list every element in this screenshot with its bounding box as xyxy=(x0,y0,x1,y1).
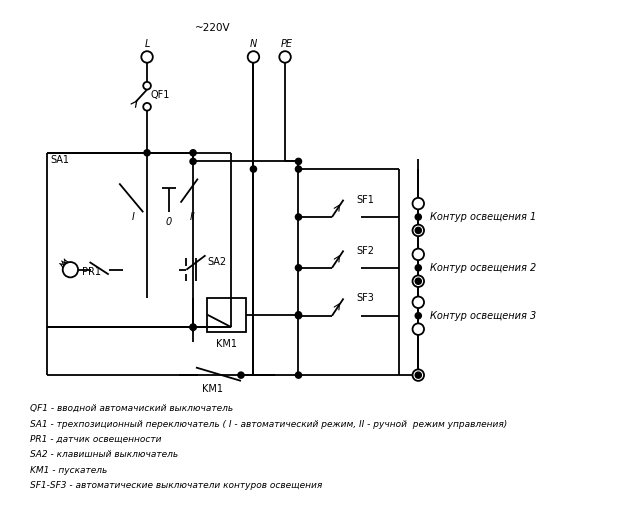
Text: PR1 - датчик освещенности: PR1 - датчик освещенности xyxy=(30,435,162,444)
Circle shape xyxy=(415,313,421,319)
Circle shape xyxy=(250,166,256,172)
Text: II: II xyxy=(190,212,196,222)
Text: QF1 - вводной автомачиский выключатель: QF1 - вводной автомачиский выключатель xyxy=(30,404,233,413)
Circle shape xyxy=(295,166,302,172)
Text: SF1: SF1 xyxy=(356,195,374,205)
Text: SF2: SF2 xyxy=(356,246,374,256)
Bar xyxy=(208,298,246,332)
Circle shape xyxy=(415,228,421,234)
Circle shape xyxy=(415,372,421,378)
Circle shape xyxy=(143,82,151,89)
Circle shape xyxy=(413,225,424,236)
Text: N: N xyxy=(250,39,257,49)
Text: PR1: PR1 xyxy=(82,267,101,277)
Circle shape xyxy=(413,297,424,308)
Text: Контур освещения 3: Контур освещения 3 xyxy=(430,311,536,321)
Text: L: L xyxy=(145,39,150,49)
Text: 0: 0 xyxy=(166,217,172,227)
Circle shape xyxy=(142,51,153,63)
Circle shape xyxy=(190,158,196,164)
Text: SA2: SA2 xyxy=(208,257,227,267)
Circle shape xyxy=(62,262,78,277)
Circle shape xyxy=(295,372,302,378)
Text: PE: PE xyxy=(281,39,293,49)
Circle shape xyxy=(413,323,424,335)
Circle shape xyxy=(295,214,302,220)
Circle shape xyxy=(295,158,302,164)
Text: Контур освещения 1: Контур освещения 1 xyxy=(430,212,536,222)
Circle shape xyxy=(248,51,259,63)
Text: KM1: KM1 xyxy=(216,339,237,349)
Circle shape xyxy=(238,372,244,378)
Circle shape xyxy=(295,313,302,319)
Text: SA1: SA1 xyxy=(50,156,69,166)
Circle shape xyxy=(415,265,421,271)
Text: I: I xyxy=(132,212,135,222)
Text: Контур освещения 2: Контур освещения 2 xyxy=(430,263,536,273)
Circle shape xyxy=(415,214,421,220)
Text: SA2 - клавишный выключатель: SA2 - клавишный выключатель xyxy=(30,450,178,459)
Circle shape xyxy=(190,150,196,156)
Circle shape xyxy=(295,312,302,318)
Circle shape xyxy=(143,103,151,110)
Circle shape xyxy=(144,150,150,156)
Text: KM1 - пускатель: KM1 - пускатель xyxy=(30,466,108,474)
Text: KM1: KM1 xyxy=(201,383,222,393)
Circle shape xyxy=(413,249,424,260)
Text: ~220V: ~220V xyxy=(195,23,230,33)
Text: SA1 - трехпозиционный переключатель ( I - автоматический режим, II - ручной  реж: SA1 - трехпозиционный переключатель ( I … xyxy=(30,420,507,429)
Text: QF1: QF1 xyxy=(151,90,171,100)
Circle shape xyxy=(413,276,424,287)
Circle shape xyxy=(190,325,196,330)
Text: SF1-SF3 - автоматические выключатели контуров освещения: SF1-SF3 - автоматические выключатели кон… xyxy=(30,481,323,490)
Circle shape xyxy=(279,51,291,63)
Circle shape xyxy=(190,325,196,330)
Circle shape xyxy=(413,369,424,381)
Circle shape xyxy=(413,198,424,209)
Text: SF3: SF3 xyxy=(356,294,374,304)
Circle shape xyxy=(295,265,302,271)
Circle shape xyxy=(415,278,421,284)
